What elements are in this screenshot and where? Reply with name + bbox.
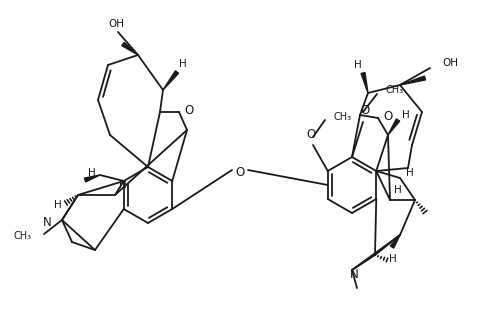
- Text: CH₃: CH₃: [333, 112, 351, 122]
- Polygon shape: [163, 71, 178, 90]
- Polygon shape: [388, 119, 400, 135]
- Polygon shape: [390, 235, 400, 248]
- Text: O: O: [360, 103, 370, 117]
- Text: H: H: [354, 60, 362, 70]
- Text: H: H: [394, 185, 402, 195]
- Polygon shape: [361, 73, 368, 93]
- Text: O: O: [384, 110, 392, 122]
- Polygon shape: [400, 76, 425, 85]
- Text: H: H: [402, 110, 410, 120]
- Text: H: H: [406, 168, 414, 178]
- Polygon shape: [84, 175, 100, 182]
- Text: N: N: [44, 215, 52, 228]
- Polygon shape: [122, 42, 138, 55]
- Text: N: N: [350, 268, 358, 281]
- Text: CH₃: CH₃: [14, 231, 32, 241]
- Text: O: O: [184, 103, 194, 117]
- Text: H: H: [88, 168, 96, 178]
- Text: CH₃: CH₃: [385, 85, 403, 95]
- Text: H: H: [389, 254, 397, 264]
- Text: OH: OH: [108, 19, 124, 29]
- Text: O: O: [306, 129, 316, 142]
- Text: H: H: [119, 180, 127, 190]
- Text: H: H: [179, 59, 187, 69]
- Text: O: O: [236, 166, 244, 179]
- Text: H: H: [54, 200, 62, 210]
- Text: OH: OH: [442, 58, 458, 68]
